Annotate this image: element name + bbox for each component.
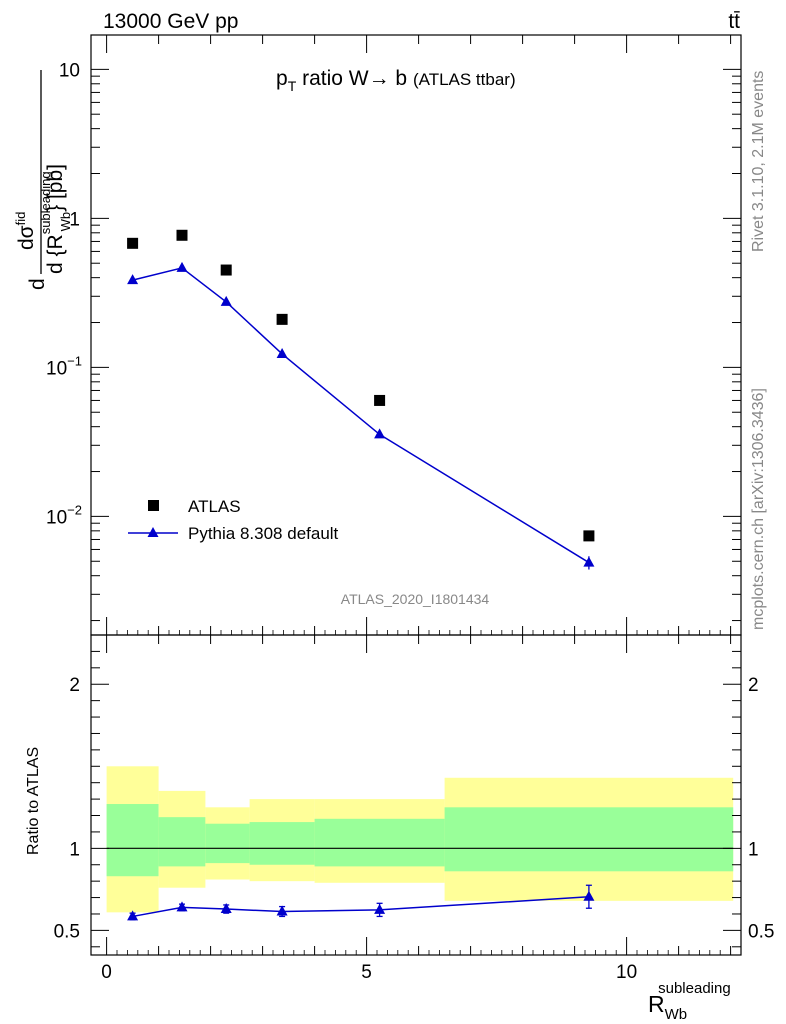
ratio-y-tick-label-right: 2	[748, 675, 759, 696]
header-energy-label: 13000 GeV pp	[103, 10, 238, 33]
ylabel-denominator-sup: subleading	[38, 171, 53, 234]
ratio-panel-frame	[90, 634, 742, 956]
atlas-data-point	[374, 394, 386, 406]
x-axis-label: RWb subleading	[648, 980, 731, 1023]
x-tick-label: 5	[361, 962, 372, 983]
xlabel-r: R	[648, 991, 665, 1017]
pythia-data-point	[374, 428, 386, 439]
svg-text:d: d	[26, 278, 49, 290]
uncertainty-band-green	[158, 817, 206, 867]
ratio-y-tick-label: 2	[69, 675, 80, 696]
ylabel-numerator: dσ	[15, 225, 38, 250]
pythia-data-point	[276, 347, 288, 358]
ylabel-denominator-close: } [pb]	[44, 164, 67, 212]
x-tick-label: 0	[101, 962, 112, 983]
atlas-data-point	[276, 313, 288, 325]
pythia-data-point	[583, 556, 595, 567]
ratio-y-tick-label: 0.5	[54, 921, 80, 942]
title-p: p	[276, 67, 288, 90]
uncertainty-band-green	[444, 807, 734, 872]
atlas-data-point	[583, 530, 595, 542]
main-panel-frame	[90, 34, 742, 636]
legend-pythia-label: Pythia 8.308 default	[188, 524, 339, 543]
main-title: pT ratio W→ b (ATLAS ttbar)	[276, 67, 516, 94]
title-rest: ratio W→ b	[296, 67, 407, 90]
ratio-data-point	[583, 890, 595, 901]
pythia-data-point	[220, 295, 232, 306]
pythia-data-point	[127, 274, 139, 285]
uncertainty-band-green	[205, 823, 250, 864]
ratio-data-point	[276, 905, 288, 916]
pythia-series-line	[132, 267, 590, 564]
main-y-tick-label: 10	[59, 60, 80, 81]
ratio-y-axis-label: Ratio to ATLAS	[25, 747, 42, 855]
main-y-axis-label: d dσfid d {Rsubleading Wb} [pb]	[13, 70, 73, 290]
ratio-data-point	[374, 903, 386, 914]
main-y-tick-label: 1	[69, 209, 80, 230]
svg-text:dσfid: dσfid	[13, 212, 38, 250]
ylabel-denominator-sub: Wb	[58, 212, 73, 232]
legend-atlas-marker	[148, 500, 159, 511]
analysis-watermark: ATLAS_2020_I1801434	[341, 591, 490, 607]
rivet-version-label: Rivet 3.1.10, 2.1M events	[750, 71, 767, 252]
ylabel-numerator-sup: fid	[13, 212, 28, 226]
legend-pythia-marker	[147, 527, 159, 537]
ratio-y-tick-label-right: 1	[748, 839, 759, 860]
ratio-y-tick-label-right: 0.5	[748, 921, 774, 942]
ratio-data-point	[176, 901, 188, 912]
main-y-tick-label: 10−2	[46, 502, 82, 528]
ylabel-denominator: d {R	[44, 234, 67, 274]
ratio-data-point	[127, 910, 139, 921]
main-y-tick-label: 10−1	[46, 353, 82, 379]
title-t-subscript: T	[288, 78, 297, 94]
ratio-y-tick-label: 1	[69, 839, 80, 860]
atlas-data-point	[220, 264, 232, 276]
legend-atlas-label: ATLAS	[188, 497, 241, 516]
xlabel-sub: Wb	[665, 1006, 688, 1023]
header-process-label: tt̄	[728, 10, 740, 33]
ratio-data-point	[220, 903, 232, 914]
atlas-data-point	[176, 229, 188, 241]
pythia-data-point	[176, 261, 188, 272]
legend: ATLAS Pythia 8.308 default	[128, 497, 339, 543]
ratio-series-line	[132, 895, 589, 918]
x-tick-label: 10	[616, 962, 637, 983]
uncertainty-band-green	[314, 818, 445, 867]
ylabel-prefix: d	[26, 278, 49, 290]
mcplots-label: mcplots.cern.ch [arXiv:1306.3436]	[750, 388, 767, 630]
uncertainty-band-green	[106, 804, 159, 877]
title-paren: (ATLAS ttbar)	[413, 70, 516, 89]
uncertainty-band-green	[249, 822, 315, 865]
xlabel-sup: subleading	[658, 980, 731, 997]
atlas-data-point	[127, 237, 139, 249]
